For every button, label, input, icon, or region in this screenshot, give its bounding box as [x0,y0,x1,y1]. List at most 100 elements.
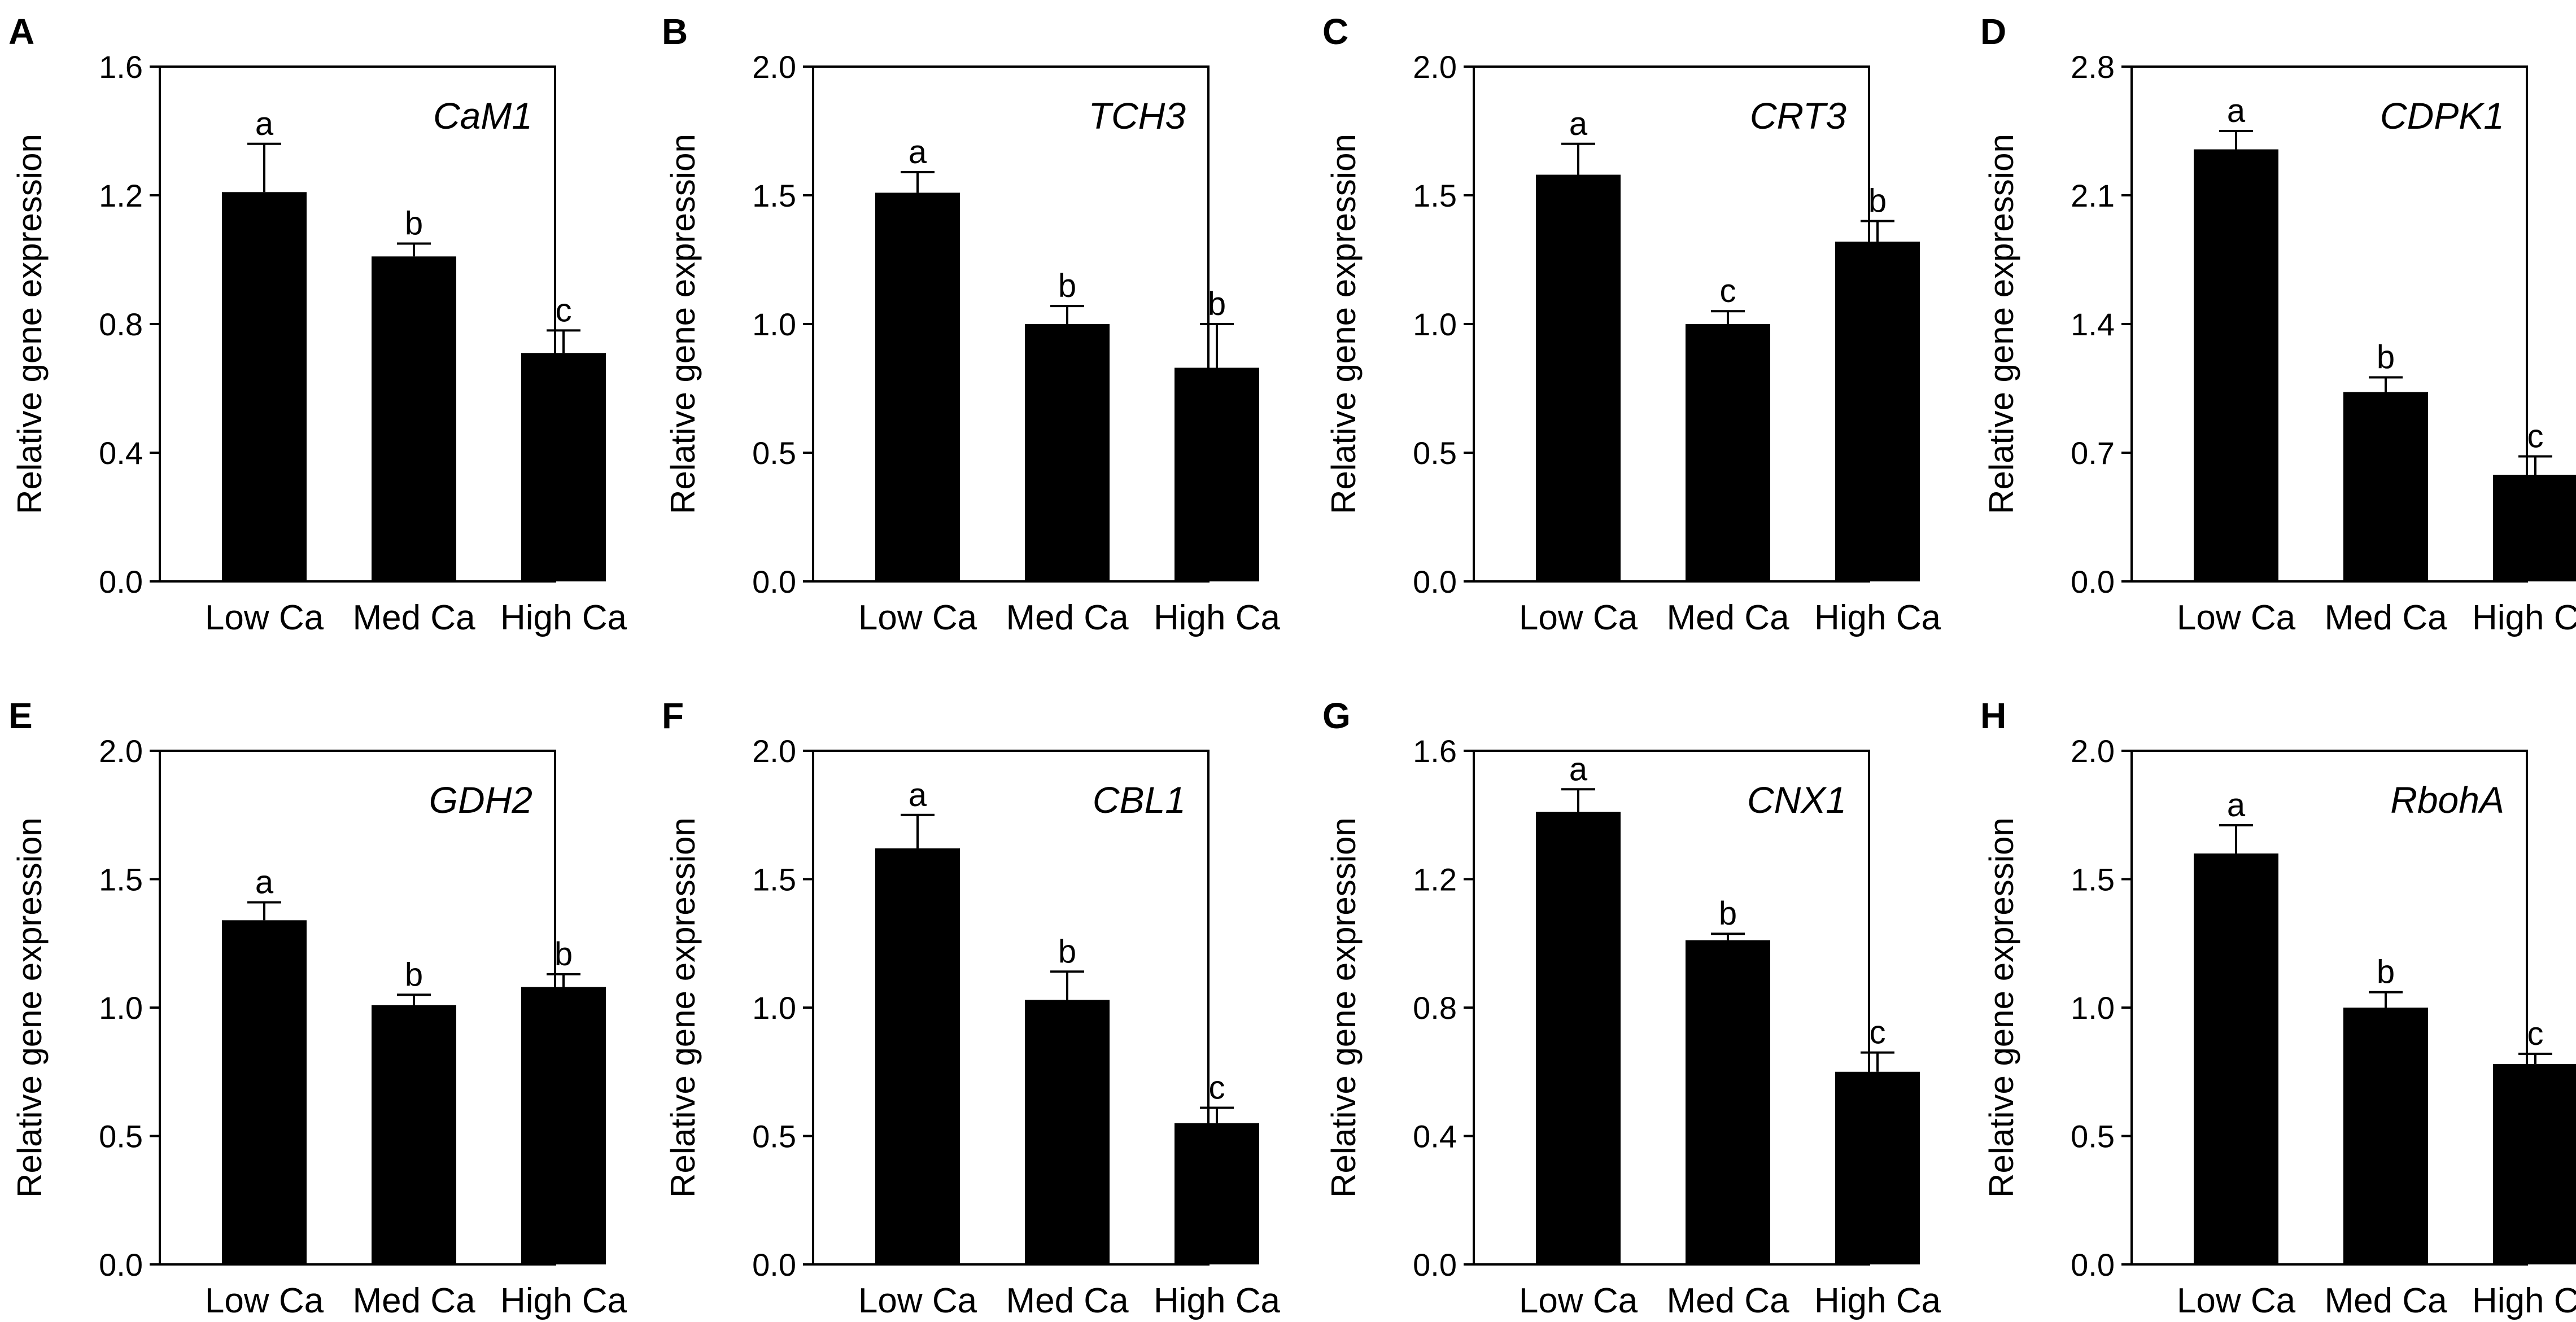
y-tick-label: 0.0 [752,564,796,599]
y-tick-label: 2.0 [1413,49,1457,85]
y-axis-title: Relative gene expression [11,817,49,1198]
x-tick-label: Med Ca [2324,598,2447,637]
panel-letter: G [1322,695,1351,736]
plot-frame [159,750,556,1266]
bar-med-ca [1025,1000,1110,1264]
panel-e: E 0.0 0.5 1.0 1.5 2.0 Relative gene expression… [8,695,627,1320]
y-axis-title: Relative gene expression [1325,134,1363,514]
bar-low-ca [2194,149,2278,582]
significance-letter: b [1058,933,1076,970]
significance-letter: c [1209,1069,1225,1106]
significance-letter: b [2377,954,2395,991]
y-tick-label: 1.4 [2071,307,2115,342]
y-tick-label: 1.5 [752,178,796,213]
panel-g: G 0.0 0.4 0.8 1.2 1.6 Relative gene expression… [1322,695,1941,1320]
x-tick-label: High Ca [2472,1281,2576,1320]
x-tick-label: Low Ca [1519,598,1638,637]
y-tick-label: 1.2 [1413,862,1457,898]
y-tick-label: 0.0 [752,1247,796,1282]
y-tick-label: 1.0 [752,307,796,342]
y-tick-label: 1.5 [752,862,796,898]
bar-high-ca [1835,242,1920,582]
y-tick-label: 0.0 [1413,1247,1457,1282]
x-tick-label: High Ca [2472,598,2576,637]
bar-med-ca [1686,324,1770,581]
significance-letter: b [1208,286,1226,322]
gene-title: CaM1 [433,95,532,137]
x-tick-label: High Ca [1154,598,1281,637]
y-tick-label: 2.1 [2071,178,2115,213]
gene-title: CNX1 [1747,779,1846,821]
x-tick-label: Low Ca [1519,1281,1638,1320]
x-tick-label: High Ca [1814,598,1941,637]
y-axis-title: Relative gene expression [11,134,49,514]
panel-b: B 0.0 0.5 1.0 1.5 2.0 Relative gene expression… [662,11,1281,637]
bar-high-ca [1175,1123,1259,1264]
y-tick-label: 0.4 [99,435,143,471]
x-tick-label: Med Ca [1006,598,1129,637]
y-tick-label: 0.5 [99,1119,143,1154]
plot-frame [159,65,556,583]
y-tick-label: 0.4 [1413,1119,1457,1154]
x-tick-label: Med Ca [1006,1281,1129,1320]
x-tick-label: Med Ca [352,1281,475,1320]
bar-med-ca [1686,940,1770,1264]
y-tick-label: 1.0 [1413,307,1457,342]
y-tick-label: 2.0 [99,733,143,769]
x-tick-label: Med Ca [1666,1281,1789,1320]
panel-letter: D [1980,11,2006,52]
y-tick-label: 0.8 [1413,990,1457,1026]
significance-letter: c [2527,418,2544,455]
x-tick-label: Low Ca [2177,1281,2296,1320]
significance-letter: b [405,956,423,993]
significance-letter: b [1719,895,1737,932]
y-tick-label: 0.5 [1413,435,1457,471]
x-tick-label: Low Ca [858,1281,977,1320]
x-tick-label: Med Ca [2324,1281,2447,1320]
y-tick-label: 0.7 [2071,435,2115,471]
y-tick-label: 1.0 [99,990,143,1026]
gene-title: RbohA [2390,779,2504,821]
significance-letter: a [2227,787,2246,824]
significance-letter: a [1569,106,1588,142]
gene-title: CDPK1 [2380,95,2504,137]
y-tick-label: 1.2 [99,178,143,213]
panel-a: A 0.0 0.4 0.8 1.2 1.6 Relative gene expression… [8,11,627,637]
x-tick-label: Low Ca [205,1281,324,1320]
significance-letter: b [1058,268,1076,304]
x-tick-label: Low Ca [2177,598,2296,637]
bar-low-ca [1536,812,1621,1264]
significance-letter: a [2227,93,2246,129]
plot-frame [2130,750,2528,1266]
significance-letter: a [1569,751,1588,787]
y-tick-label: 0.5 [752,435,796,471]
bar-med-ca [2343,392,2428,581]
y-tick-label: 0.0 [99,564,143,599]
bar-med-ca [372,1005,456,1264]
significance-letter: c [1870,1014,1886,1051]
y-tick-label: 1.0 [752,990,796,1026]
bar-med-ca [2343,1008,2428,1264]
y-tick-label: 1.5 [2071,862,2115,898]
x-tick-label: High Ca [500,598,627,637]
panel-letter: H [1980,695,2006,736]
significance-letter: c [2527,1015,2544,1052]
y-tick-label: 0.5 [2071,1119,2115,1154]
gene-title: CBL1 [1093,779,1186,821]
bar-med-ca [372,256,456,581]
y-axis-title: Relative gene expression [664,134,702,514]
panel-letter: C [1322,11,1348,52]
y-tick-label: 1.6 [1413,733,1457,769]
significance-letter: b [405,205,423,242]
bar-low-ca [222,920,307,1264]
y-tick-label: 0.8 [99,307,143,342]
plot-frame [812,750,1210,1266]
significance-letter: b [1868,183,1887,220]
y-tick-label: 2.8 [2071,49,2115,85]
y-tick-label: 2.0 [2071,733,2115,769]
y-tick-label: 0.0 [2071,564,2115,599]
x-tick-label: Med Ca [352,598,475,637]
y-tick-label: 0.0 [2071,1247,2115,1282]
y-axis-title: Relative gene expression [664,817,702,1198]
